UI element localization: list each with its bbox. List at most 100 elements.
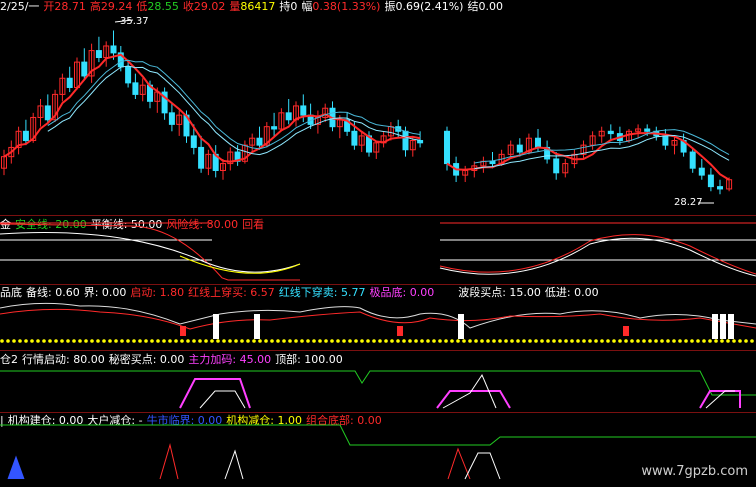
baseline-dot bbox=[6, 339, 10, 343]
baseline-dot bbox=[462, 339, 466, 343]
baseline-dot bbox=[582, 339, 586, 343]
baseline-dot bbox=[396, 339, 400, 343]
close-value: 29.02 bbox=[193, 0, 226, 13]
ma-red-line bbox=[446, 132, 730, 181]
baseline-dot bbox=[0, 339, 4, 343]
baseline-dot bbox=[378, 339, 382, 343]
ma-blue-line bbox=[474, 129, 730, 164]
candle-candle bbox=[52, 93, 59, 121]
candle-candle bbox=[271, 126, 278, 130]
baseline-dot bbox=[492, 339, 496, 343]
baseline-dot bbox=[270, 339, 274, 343]
baseline-dot bbox=[18, 339, 22, 343]
baseline-dot bbox=[516, 339, 520, 343]
baseline-dot bbox=[96, 339, 100, 343]
baseline-dot bbox=[330, 339, 334, 343]
baseline-dot bbox=[744, 339, 748, 343]
green-line bbox=[0, 424, 756, 446]
baseline-dot bbox=[192, 339, 196, 343]
candle-candle bbox=[417, 140, 424, 144]
candle-candle bbox=[168, 112, 175, 125]
baseline-dot bbox=[12, 339, 16, 343]
candle-candle bbox=[717, 186, 723, 190]
baseline-dot bbox=[72, 339, 76, 343]
ma-red-line bbox=[3, 53, 421, 163]
baseline-dot bbox=[84, 339, 88, 343]
baseline-dot bbox=[666, 339, 670, 343]
candle-candle bbox=[707, 174, 714, 188]
baseline-dot bbox=[264, 339, 268, 343]
baseline-dot bbox=[594, 339, 598, 343]
baseline-dot bbox=[342, 339, 346, 343]
baseline-dot bbox=[156, 339, 160, 343]
baseline-dot bbox=[168, 339, 172, 343]
baseline-dot bbox=[522, 339, 526, 343]
signal-bar bbox=[213, 314, 219, 339]
quote-header: 2/25/一 开28.71 高29.24 低28.55 收29.02 量86417 持0 幅0… bbox=[0, 0, 503, 13]
baseline-dot bbox=[480, 339, 484, 343]
baseline-dot bbox=[300, 339, 304, 343]
red-spike bbox=[159, 443, 471, 480]
candle-candle bbox=[278, 112, 285, 130]
baseline-dot bbox=[564, 339, 568, 343]
watermark: www.7gpzb.com bbox=[641, 464, 748, 479]
baseline-dot bbox=[660, 339, 664, 343]
baseline-dot bbox=[180, 339, 184, 343]
candle-candle bbox=[300, 105, 307, 116]
risk-curve-2 bbox=[439, 234, 756, 275]
baseline-dot bbox=[222, 339, 226, 343]
indicator4-legend: | 机构建仓: 0.00 大户减仓: - 牛市临界: 0.00 机构减仓: 1.00 组合… bbox=[0, 414, 382, 427]
candle-candle bbox=[402, 130, 409, 151]
ma-blue-line bbox=[47, 59, 421, 150]
baseline-dot bbox=[348, 339, 352, 343]
baseline-dot bbox=[588, 339, 592, 343]
baseline-dot bbox=[732, 339, 736, 343]
indicator3-legend: 仓2 行情启动: 80.00 秘密买点: 0.00 主力加码: 45.00 顶部: 10… bbox=[0, 353, 343, 366]
candle-candle bbox=[351, 130, 358, 146]
baseline-dot bbox=[66, 339, 70, 343]
baseline-dot bbox=[288, 339, 292, 343]
baseline-dot bbox=[630, 339, 634, 343]
candle-candle bbox=[671, 140, 678, 146]
hold-value: 0 bbox=[290, 0, 298, 13]
candle-candle bbox=[689, 151, 696, 169]
baseline-dot bbox=[642, 339, 646, 343]
signal-bar bbox=[728, 314, 734, 339]
candle-candle bbox=[176, 114, 183, 125]
baseline-dot bbox=[48, 339, 52, 343]
baseline-dot bbox=[672, 339, 676, 343]
candle-candle bbox=[110, 45, 117, 54]
baseline-dot bbox=[216, 339, 220, 343]
candle-candle bbox=[161, 91, 168, 114]
baseline-dot bbox=[24, 339, 28, 343]
indicator2-legend: 品底 备线: 0.60 界: 0.00 启动: 1.80 红线上穿买: 6.57 红线下穿… bbox=[0, 286, 599, 299]
candle-candle bbox=[198, 146, 205, 169]
baseline-dot bbox=[444, 339, 448, 343]
baseline-dot bbox=[372, 339, 376, 343]
baseline-dot bbox=[90, 339, 94, 343]
baseline-dot bbox=[390, 339, 394, 343]
panel-divider bbox=[0, 412, 756, 413]
candle-candle bbox=[516, 144, 523, 153]
candle-candle bbox=[489, 160, 496, 165]
signal-marker bbox=[397, 326, 403, 336]
baseline-dot bbox=[558, 339, 562, 343]
baseline-dot bbox=[204, 339, 208, 343]
candle-candle bbox=[256, 137, 263, 146]
candle-candle bbox=[263, 126, 270, 146]
candle-candle bbox=[205, 153, 212, 169]
baseline-dot bbox=[420, 339, 424, 343]
baseline-dot bbox=[438, 339, 442, 343]
baseline-dot bbox=[294, 339, 298, 343]
candle-candle bbox=[249, 137, 256, 146]
baseline-dot bbox=[198, 339, 202, 343]
candle-candle bbox=[580, 144, 587, 155]
price-chart[interactable] bbox=[0, 0, 756, 214]
candle-candle bbox=[15, 130, 22, 148]
candle-candle bbox=[44, 105, 51, 121]
candle-candle bbox=[535, 137, 541, 148]
indicator2-chart bbox=[0, 302, 756, 343]
candle-candle bbox=[507, 144, 514, 155]
baseline-dot bbox=[360, 339, 364, 343]
baseline-dot bbox=[714, 339, 718, 343]
